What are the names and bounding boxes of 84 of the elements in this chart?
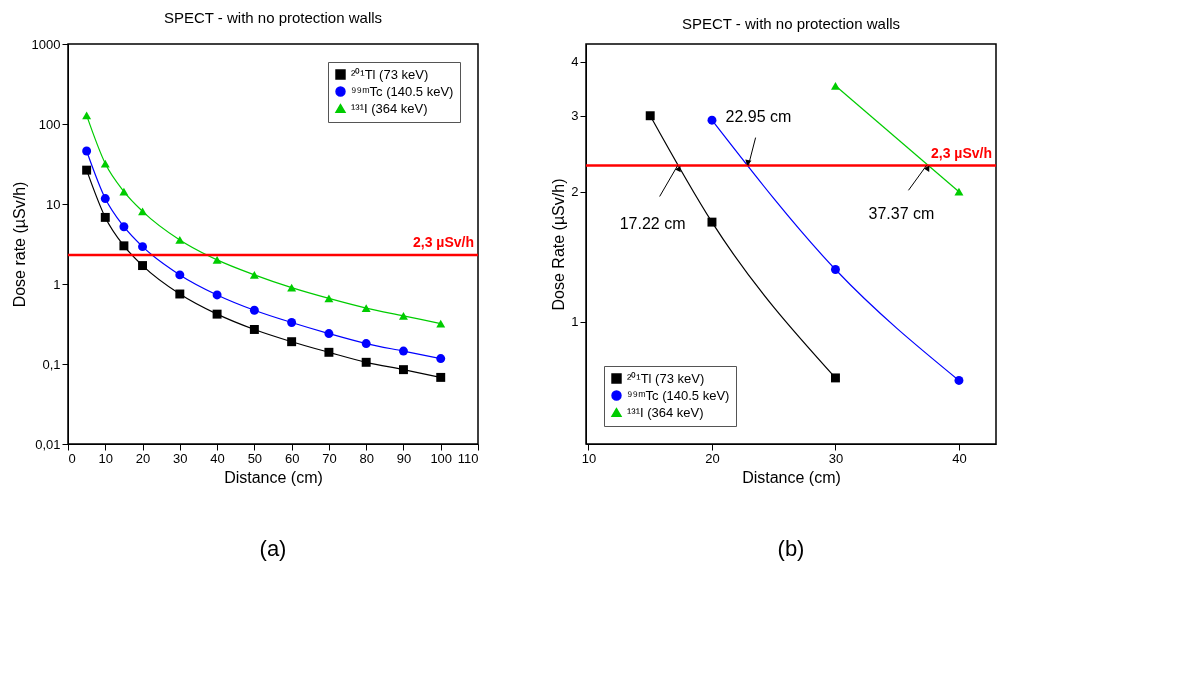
point	[436, 372, 446, 382]
point	[398, 365, 408, 375]
legend-label: ⁹⁹ᵐTc (140.5 keV)	[627, 387, 730, 403]
text: (b)	[777, 536, 805, 561]
x-tick-label: 70	[322, 450, 337, 466]
point	[398, 311, 408, 320]
x-tick-label: 20	[135, 450, 151, 466]
x-tick-label: 30	[173, 450, 188, 466]
x-tick-label: 10	[98, 450, 114, 466]
point	[398, 346, 408, 356]
point	[287, 337, 297, 347]
point	[249, 271, 259, 279]
point	[82, 146, 92, 156]
x-tick-label: 50	[247, 450, 263, 466]
point	[100, 212, 110, 222]
y-tick-label: 2	[571, 184, 579, 200]
chart-title: SPECT - with no protection walls	[163, 9, 383, 26]
x-tick-label: 20	[705, 450, 720, 466]
point	[361, 304, 371, 312]
y-tick-label: 10	[46, 196, 61, 212]
point	[119, 222, 129, 232]
x-axis-title: Distance (cm)	[224, 468, 323, 486]
chart-title: SPECT - with no protection walls	[681, 15, 901, 32]
point	[645, 111, 655, 121]
y-axis-title: Dose rate (µSv/h)	[10, 181, 28, 308]
x-tick-label: 100	[430, 450, 453, 466]
y-tick-label: 4	[571, 54, 579, 70]
point	[436, 354, 446, 364]
point	[361, 357, 371, 367]
y-tick-label: 0,1	[42, 356, 61, 372]
x-tick-label: 40	[952, 450, 967, 466]
point	[100, 194, 110, 204]
annotation: 22.95 cm	[725, 107, 792, 125]
point	[138, 242, 148, 252]
point	[324, 294, 334, 303]
point	[212, 290, 222, 300]
x-tick-label: 110	[457, 450, 479, 466]
y-tick-label: 3	[571, 108, 579, 124]
point	[249, 325, 259, 334]
point	[324, 329, 334, 339]
point	[830, 265, 840, 274]
x-tick-label: 90	[396, 450, 412, 466]
y-axis-title: Dose Rate (µSv/h)	[550, 178, 568, 311]
x-tick-label: 30	[828, 450, 844, 466]
x-axis-title: Distance (cm)	[742, 468, 841, 486]
point	[212, 256, 222, 264]
point	[361, 339, 371, 349]
x-tick-label: 10	[581, 450, 597, 466]
text: (a)	[259, 536, 287, 561]
point	[324, 347, 334, 357]
y-tick-label: 100	[38, 116, 61, 132]
y-tick-label: 0,01	[35, 436, 61, 452]
point	[138, 207, 148, 216]
x-tick-label: 80	[359, 450, 374, 466]
legend-label: ²⁰¹Tl (73 keV)	[627, 370, 705, 386]
ref-line-label: 2,3 µSv/h	[413, 234, 474, 251]
point	[82, 165, 92, 175]
y-tick-label: 1000	[31, 36, 61, 52]
legend-label: ²⁰¹Tl (73 keV)	[351, 66, 429, 82]
y-tick-label: 1	[571, 314, 579, 330]
x-tick-label: 60	[284, 450, 300, 466]
point	[212, 309, 222, 319]
point	[138, 261, 148, 271]
ref-line-label: 2,3 µSv/h	[931, 144, 992, 161]
point	[175, 289, 185, 299]
legend-label: ⁹⁹ᵐTc (140.5 keV)	[351, 83, 454, 99]
point	[175, 270, 185, 280]
point	[954, 376, 964, 385]
x-tick-label: 0	[68, 450, 76, 466]
point	[119, 241, 129, 251]
point	[287, 318, 297, 327]
point	[830, 373, 840, 383]
annotation: 37.37 cm	[868, 204, 935, 222]
legend-label: ¹³¹I (364 keV)	[627, 404, 704, 420]
point	[175, 236, 185, 244]
x-tick-label: 40	[210, 450, 225, 466]
point	[287, 283, 297, 292]
annotation: 17.22 cm	[619, 214, 686, 232]
legend-label: ¹³¹I (364 keV)	[351, 100, 428, 116]
point	[82, 111, 92, 120]
point	[707, 217, 717, 227]
point	[707, 115, 717, 125]
y-tick-label: 1	[53, 276, 61, 292]
point	[249, 305, 259, 315]
